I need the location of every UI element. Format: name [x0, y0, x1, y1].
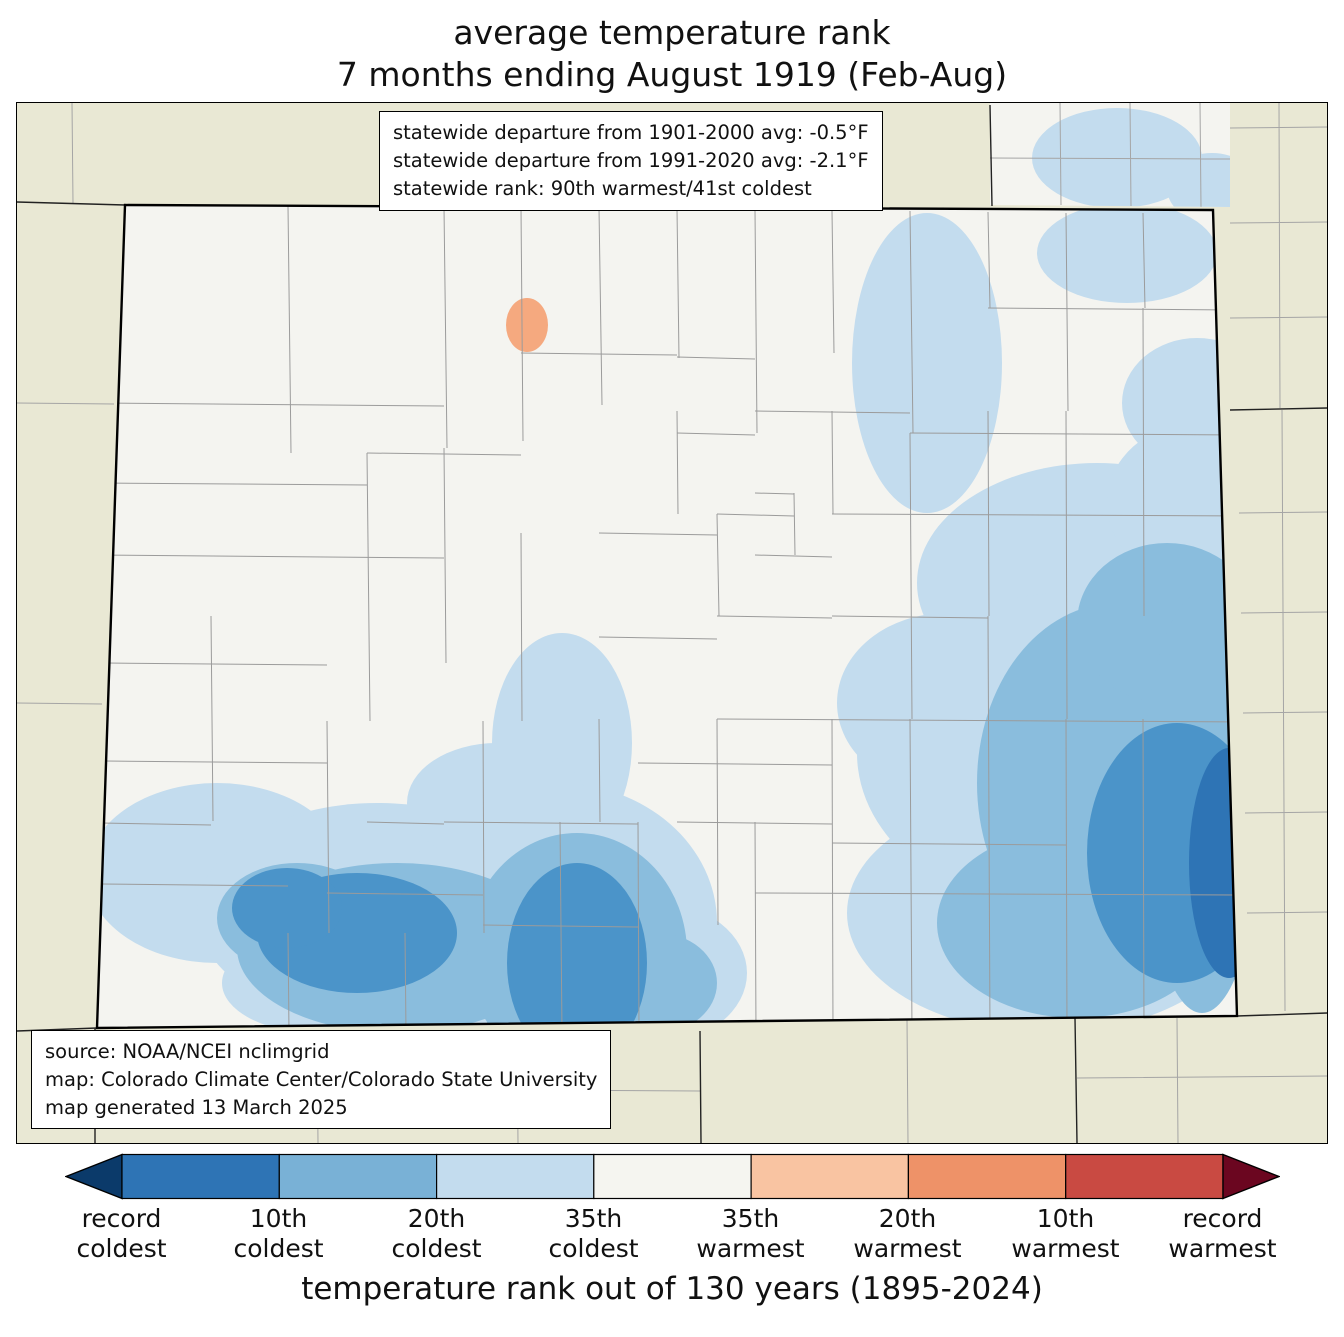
- colorbar-segment-3: [435, 1154, 595, 1200]
- title-line-1: average temperature rank: [453, 13, 891, 52]
- colorbar-label-record-warmest: record warmest: [1168, 1204, 1277, 1263]
- colorbar-segment-4: [592, 1154, 752, 1200]
- colorbar-bar: [64, 1153, 1280, 1200]
- colorbar-labels: record coldest 10th coldest 20th coldest 35…: [65, 1204, 1280, 1268]
- colorbar-label-20th-warmest: 20th warmest: [853, 1204, 962, 1263]
- colorbar-label-10th-coldest: 10th coldest: [233, 1204, 324, 1263]
- colorbar-segment-6: [907, 1154, 1066, 1200]
- colorbar-caption: temperature rank out of 130 years (1895-…: [301, 1271, 1043, 1308]
- colorbar-right-arrow: [1221, 1153, 1280, 1200]
- map-plot-area: statewide departure from 1901-2000 avg: …: [16, 102, 1328, 1145]
- colorbar-label-10th-warmest: 10th warmest: [1011, 1204, 1120, 1263]
- title-line-2: 7 months ending August 1919 (Feb-Aug): [336, 55, 1008, 95]
- county-lines: [98, 206, 1237, 1029]
- colorbar-segment-2: [278, 1154, 437, 1200]
- shading-warm-patch: [506, 298, 548, 353]
- colorbar-label-35th-warmest: 35th warmest: [696, 1204, 805, 1263]
- figure-title: average temperature rank 7 months ending…: [0, 0, 1344, 96]
- source-line-2: map: Colorado Climate Center/Colorado St…: [45, 1068, 598, 1092]
- colorbar-label-20th-coldest: 20th coldest: [391, 1204, 482, 1263]
- colorbar-label-record-coldest: record coldest: [76, 1204, 167, 1263]
- colorbar-segment-1: [120, 1154, 280, 1200]
- ne-corner-shading: [990, 103, 1230, 208]
- source-box: source: NOAA/NCEI nclimgrid map: Colorad…: [31, 1030, 612, 1130]
- colorbar-segment-5: [749, 1154, 909, 1200]
- shading-coldest-core: [1189, 748, 1237, 979]
- stats-line-3: statewide rank: 90th warmest/41st coldes…: [393, 176, 812, 200]
- source-line-3: map generated 13 March 2025: [45, 1095, 348, 1119]
- source-line-1: source: NOAA/NCEI nclimgrid: [45, 1040, 330, 1064]
- ne-corner-county-lines: [990, 103, 1230, 208]
- stats-line-2: statewide departure from 1991-2020 avg: …: [393, 149, 869, 173]
- colorado-temperature-rank-map: [17, 103, 1327, 1144]
- colorbar: record coldest 10th coldest 20th coldest 35…: [64, 1153, 1280, 1268]
- colorbar-label-35th-coldest: 35th coldest: [548, 1204, 639, 1263]
- colorbar-segment-7: [1064, 1154, 1224, 1200]
- statewide-stats-box: statewide departure from 1901-2000 avg: …: [379, 111, 883, 211]
- colorbar-left-arrow: [64, 1153, 123, 1200]
- stats-line-1: statewide departure from 1901-2000 avg: …: [393, 121, 869, 145]
